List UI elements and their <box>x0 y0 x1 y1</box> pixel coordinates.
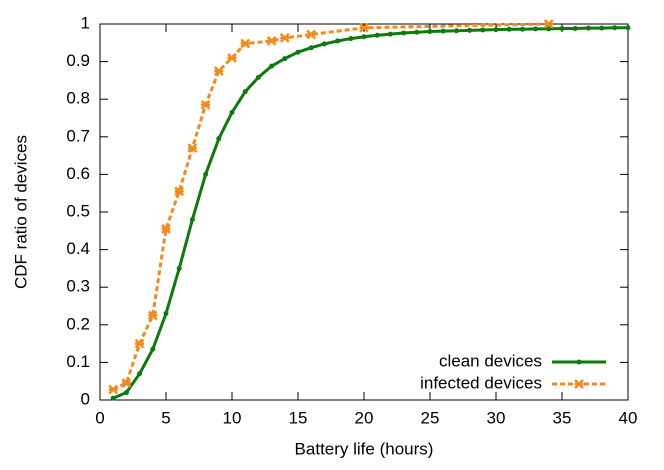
data-point <box>269 63 275 69</box>
data-point <box>493 27 499 33</box>
x-tick-label: 25 <box>421 408 440 427</box>
y-tick-label: 0 <box>81 389 90 408</box>
x-tick-label: 35 <box>553 408 572 427</box>
y-tick-label: 0.5 <box>66 201 90 220</box>
x-tick-label: 0 <box>95 408 104 427</box>
data-point <box>161 224 171 234</box>
data-point <box>200 99 211 110</box>
data-point <box>216 136 222 142</box>
data-point <box>203 171 209 177</box>
data-point <box>110 395 116 401</box>
data-point <box>559 26 565 32</box>
data-point <box>163 311 169 317</box>
data-point <box>255 74 261 80</box>
data-point <box>440 28 446 34</box>
legend-marker <box>574 379 584 389</box>
data-point <box>387 31 393 37</box>
data-point <box>240 38 251 49</box>
x-tick-label: 30 <box>487 408 506 427</box>
data-point <box>625 25 631 31</box>
y-tick-label: 0.2 <box>66 314 90 333</box>
x-tick-label: 15 <box>289 408 308 427</box>
y-tick-label: 0.7 <box>66 126 90 145</box>
data-point <box>137 371 143 377</box>
data-point <box>229 109 235 115</box>
data-point <box>427 29 433 35</box>
data-point <box>533 26 539 32</box>
y-tick-label: 0.3 <box>66 277 90 296</box>
data-point <box>401 30 407 36</box>
legend-label: clean devices <box>439 351 542 370</box>
data-point <box>359 22 369 33</box>
y-tick-label: 0.6 <box>66 164 90 183</box>
x-tick-label: 10 <box>223 408 242 427</box>
data-point <box>147 310 158 321</box>
data-point <box>585 25 591 31</box>
y-tick-label: 0.1 <box>66 352 90 371</box>
data-point <box>361 34 367 40</box>
plot-frame <box>99 23 629 401</box>
data-point <box>374 32 380 38</box>
legend-label: infected devices <box>420 373 542 392</box>
data-point <box>123 389 129 395</box>
data-point <box>295 49 301 55</box>
data-point <box>612 25 618 31</box>
data-point <box>134 338 145 349</box>
data-point <box>480 27 486 33</box>
data-point <box>321 41 327 47</box>
data-point <box>467 27 473 33</box>
data-point <box>176 265 182 271</box>
series-line <box>112 22 549 391</box>
data-point <box>546 26 552 32</box>
data-point <box>108 384 119 395</box>
data-point <box>599 25 605 31</box>
y-tick-label: 0.9 <box>66 51 90 70</box>
data-point <box>519 26 525 32</box>
data-point <box>348 36 354 42</box>
y-axis-label: CDF ratio of devices <box>11 135 30 289</box>
data-point <box>189 217 195 223</box>
data-point <box>150 346 156 352</box>
legend-marker <box>576 359 582 365</box>
data-point <box>174 186 185 197</box>
data-point <box>187 143 198 153</box>
data-point <box>572 26 578 32</box>
data-point <box>414 29 420 35</box>
data-point <box>266 36 277 46</box>
data-point <box>308 45 314 51</box>
data-point <box>306 29 317 40</box>
y-tick-label: 0.4 <box>66 239 90 258</box>
x-axis-label: Battery life (hours) <box>295 439 434 458</box>
data-point <box>213 66 224 76</box>
data-point <box>227 52 237 63</box>
x-tick-label: 5 <box>161 408 170 427</box>
data-point <box>335 38 341 44</box>
data-point <box>279 33 290 43</box>
data-point <box>453 28 459 34</box>
y-tick-label: 0.8 <box>66 89 90 108</box>
y-tick-label: 1 <box>81 13 90 32</box>
data-point <box>282 56 288 62</box>
data-point <box>543 19 554 29</box>
x-tick-label: 40 <box>619 408 638 427</box>
data-point <box>506 26 512 32</box>
data-point <box>121 378 132 388</box>
x-tick-label: 20 <box>355 408 374 427</box>
series-line <box>112 26 628 400</box>
data-point <box>242 89 248 95</box>
